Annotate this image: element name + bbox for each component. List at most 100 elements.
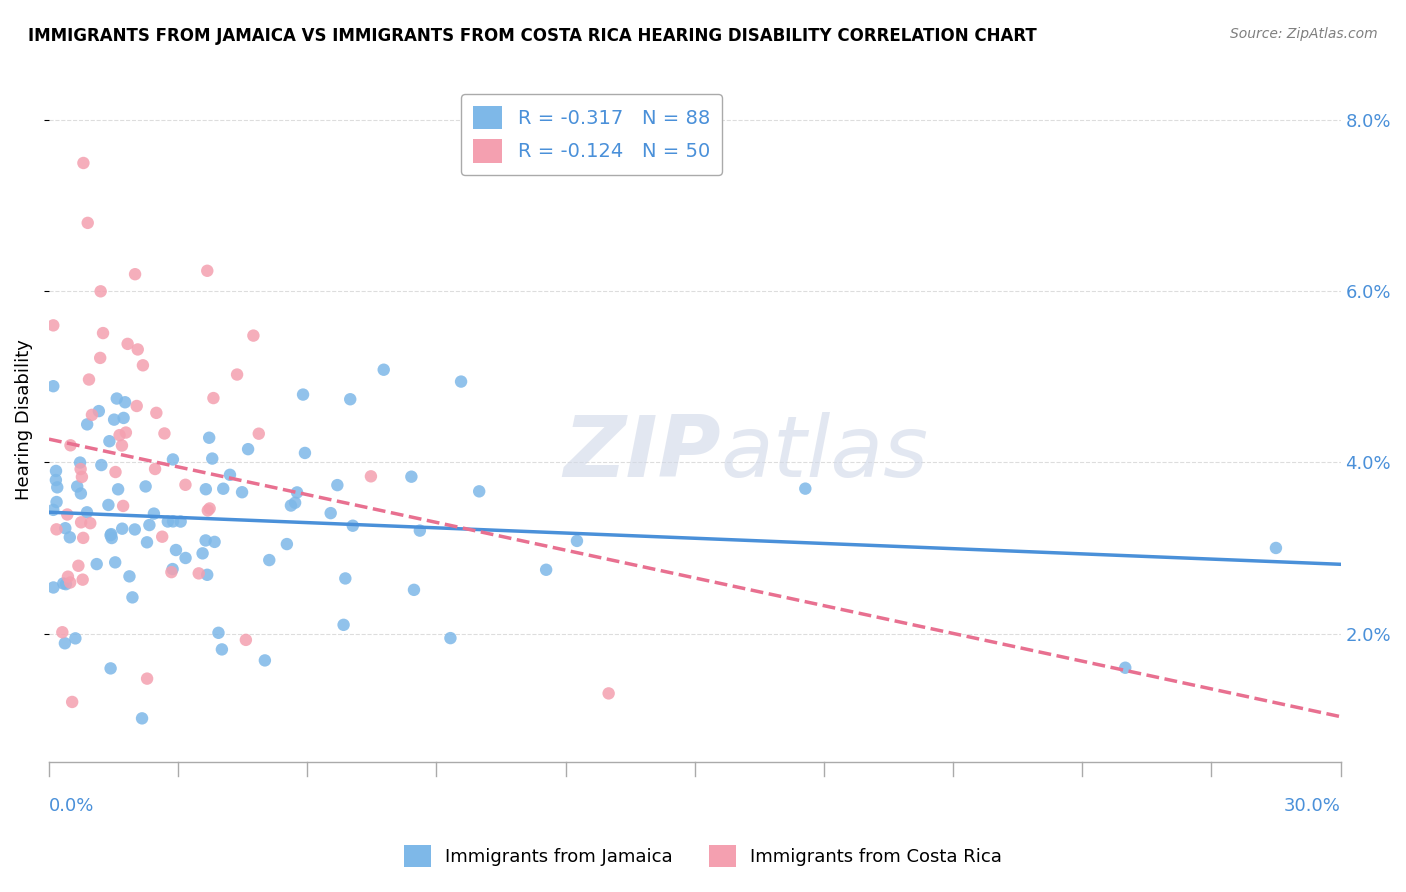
- Point: [285, 485, 308, 500]
- Point: [125, 399, 148, 413]
- Point: [156, 515, 179, 529]
- Point: [198, 431, 221, 445]
- Point: [127, 343, 149, 357]
- Point: [56, 569, 79, 583]
- Point: [212, 482, 235, 496]
- Text: IMMIGRANTS FROM JAMAICA VS IMMIGRANTS FROM COSTA RICA HEARING DISABILITY CORRELA: IMMIGRANTS FROM JAMAICA VS IMMIGRANTS FR…: [28, 27, 1036, 45]
- Point: [565, 533, 588, 548]
- Point: [52, 576, 75, 591]
- Point: [100, 531, 122, 545]
- Point: [91, 326, 114, 340]
- Point: [53, 521, 76, 535]
- Point: [65, 632, 87, 646]
- Point: [56, 508, 79, 522]
- Point: [174, 477, 197, 491]
- Point: [87, 404, 110, 418]
- Point: [97, 498, 120, 512]
- Point: [332, 617, 354, 632]
- Point: [45, 473, 67, 487]
- Point: [145, 406, 167, 420]
- Point: [132, 359, 155, 373]
- Point: [153, 426, 176, 441]
- Point: [326, 478, 349, 492]
- Point: [107, 483, 129, 497]
- Point: [207, 625, 229, 640]
- Point: [42, 581, 65, 595]
- Point: [284, 496, 307, 510]
- Point: [294, 446, 316, 460]
- Point: [112, 499, 135, 513]
- Point: [534, 563, 557, 577]
- Point: [72, 156, 94, 170]
- Point: [79, 516, 101, 531]
- Point: [69, 462, 91, 476]
- Point: [121, 591, 143, 605]
- Point: [468, 484, 491, 499]
- Point: [409, 524, 432, 538]
- Point: [292, 387, 315, 401]
- Point: [69, 456, 91, 470]
- Point: [360, 469, 382, 483]
- Y-axis label: Hearing Disability: Hearing Disability: [15, 339, 32, 500]
- Point: [162, 452, 184, 467]
- Point: [335, 571, 357, 585]
- Point: [124, 523, 146, 537]
- Point: [118, 569, 141, 583]
- Text: ZIP: ZIP: [562, 412, 720, 495]
- Point: [202, 391, 225, 405]
- Point: [342, 518, 364, 533]
- Point: [235, 632, 257, 647]
- Point: [280, 499, 302, 513]
- Legend: R = -0.317   N = 88, R = -0.124   N = 50: R = -0.317 N = 88, R = -0.124 N = 50: [461, 94, 721, 175]
- Point: [89, 351, 111, 365]
- Point: [80, 408, 103, 422]
- Point: [51, 625, 73, 640]
- Point: [219, 467, 242, 482]
- Point: [76, 216, 98, 230]
- Point: [111, 438, 134, 452]
- Point: [204, 535, 226, 549]
- Point: [259, 553, 281, 567]
- Point: [70, 470, 93, 484]
- Point: [211, 642, 233, 657]
- Point: [59, 438, 82, 452]
- Point: [104, 465, 127, 479]
- Point: [373, 362, 395, 376]
- Point: [1114, 661, 1136, 675]
- Point: [114, 395, 136, 409]
- Point: [242, 328, 264, 343]
- Point: [194, 482, 217, 496]
- Point: [195, 567, 218, 582]
- Point: [100, 527, 122, 541]
- Point: [160, 565, 183, 579]
- Point: [247, 426, 270, 441]
- Point: [142, 507, 165, 521]
- Point: [67, 558, 90, 573]
- Point: [138, 518, 160, 533]
- Point: [59, 530, 82, 544]
- Point: [115, 425, 138, 440]
- Point: [46, 480, 69, 494]
- Point: [187, 566, 209, 581]
- Point: [72, 573, 94, 587]
- Point: [253, 653, 276, 667]
- Point: [112, 411, 135, 425]
- Point: [197, 503, 219, 517]
- Point: [198, 501, 221, 516]
- Point: [194, 533, 217, 548]
- Point: [100, 528, 122, 542]
- Point: [76, 417, 98, 432]
- Point: [98, 434, 121, 449]
- Point: [276, 537, 298, 551]
- Point: [794, 482, 817, 496]
- Legend: Immigrants from Jamaica, Immigrants from Costa Rica: Immigrants from Jamaica, Immigrants from…: [396, 838, 1010, 874]
- Text: Source: ZipAtlas.com: Source: ZipAtlas.com: [1230, 27, 1378, 41]
- Point: [174, 551, 197, 566]
- Point: [231, 485, 253, 500]
- Point: [42, 503, 65, 517]
- Point: [236, 442, 259, 457]
- Point: [104, 555, 127, 569]
- Point: [131, 711, 153, 725]
- Point: [53, 636, 76, 650]
- Point: [66, 479, 89, 493]
